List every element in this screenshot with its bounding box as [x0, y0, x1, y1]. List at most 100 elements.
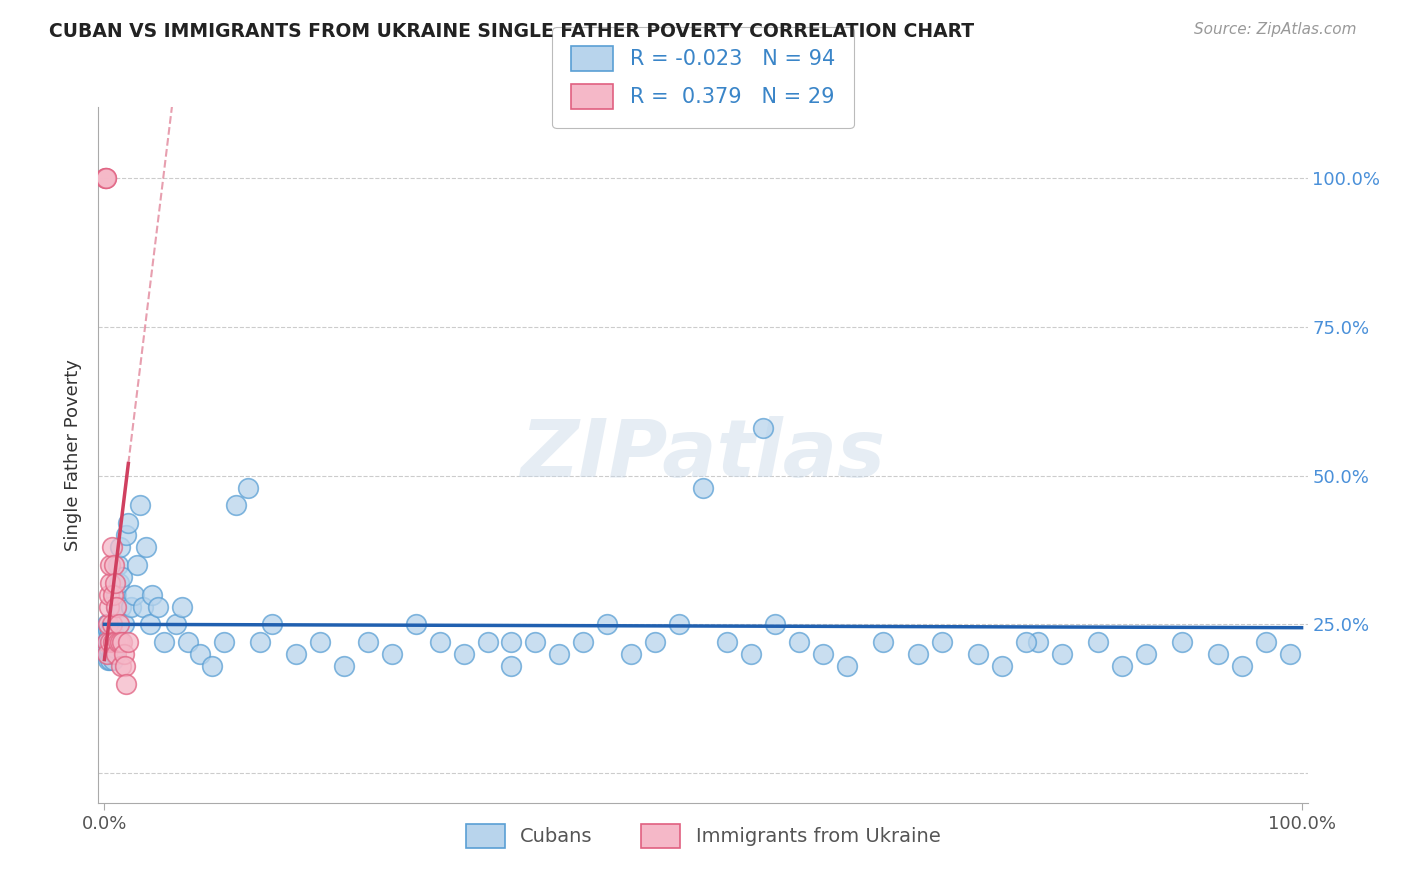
Cubans	[405, 617, 427, 632]
Cubans	[104, 629, 127, 643]
Cubans	[501, 635, 523, 649]
Cubans	[249, 635, 271, 649]
Cubans	[94, 641, 117, 656]
Cubans	[931, 635, 953, 649]
Cubans	[141, 588, 163, 602]
Cubans	[120, 599, 142, 614]
Cubans	[991, 659, 1014, 673]
Immigrants from Ukraine	[105, 599, 128, 614]
Immigrants from Ukraine	[100, 540, 122, 554]
Immigrants from Ukraine	[104, 575, 127, 590]
Cubans	[1254, 635, 1277, 649]
Cubans	[101, 641, 124, 656]
Legend: Cubans, Immigrants from Ukraine: Cubans, Immigrants from Ukraine	[458, 816, 948, 855]
Cubans	[139, 617, 162, 632]
Immigrants from Ukraine	[112, 647, 135, 661]
Immigrants from Ukraine	[111, 635, 134, 649]
Cubans	[107, 575, 129, 590]
Cubans	[716, 635, 738, 649]
Immigrants from Ukraine	[100, 617, 122, 632]
Y-axis label: Single Father Poverty: Single Father Poverty	[65, 359, 83, 551]
Immigrants from Ukraine	[107, 635, 129, 649]
Immigrants from Ukraine	[115, 677, 138, 691]
Cubans	[644, 635, 666, 649]
Immigrants from Ukraine	[110, 659, 132, 673]
Cubans	[188, 647, 211, 661]
Cubans	[548, 647, 571, 661]
Immigrants from Ukraine	[97, 617, 120, 632]
Immigrants from Ukraine	[117, 635, 139, 649]
Cubans	[1206, 647, 1229, 661]
Cubans	[108, 540, 131, 554]
Cubans	[668, 617, 690, 632]
Cubans	[212, 635, 235, 649]
Immigrants from Ukraine	[98, 588, 121, 602]
Cubans	[692, 481, 714, 495]
Immigrants from Ukraine	[108, 635, 131, 649]
Immigrants from Ukraine	[96, 647, 118, 661]
Cubans	[740, 647, 762, 661]
Cubans	[98, 629, 121, 643]
Cubans	[524, 635, 547, 649]
Cubans	[284, 647, 307, 661]
Cubans	[100, 629, 122, 643]
Cubans	[97, 653, 120, 667]
Cubans	[105, 599, 128, 614]
Cubans	[107, 558, 129, 572]
Cubans	[172, 599, 194, 614]
Cubans	[1026, 635, 1049, 649]
Cubans	[333, 659, 356, 673]
Cubans	[201, 659, 224, 673]
Cubans	[100, 647, 122, 661]
Cubans	[309, 635, 332, 649]
Cubans	[1278, 647, 1301, 661]
Cubans	[620, 647, 643, 661]
Cubans	[477, 635, 499, 649]
Immigrants from Ukraine	[105, 647, 128, 661]
Immigrants from Ukraine	[96, 635, 118, 649]
Cubans	[96, 647, 118, 661]
Immigrants from Ukraine	[100, 635, 122, 649]
Cubans	[1111, 659, 1133, 673]
Cubans	[787, 635, 810, 649]
Cubans	[153, 635, 176, 649]
Cubans	[100, 653, 122, 667]
Cubans	[763, 617, 786, 632]
Immigrants from Ukraine	[103, 558, 125, 572]
Cubans	[135, 540, 157, 554]
Cubans	[872, 635, 894, 649]
Cubans	[177, 635, 200, 649]
Cubans	[1171, 635, 1194, 649]
Cubans	[381, 647, 404, 661]
Cubans	[811, 647, 834, 661]
Immigrants from Ukraine	[94, 171, 117, 186]
Cubans	[501, 659, 523, 673]
Cubans	[100, 635, 122, 649]
Cubans	[98, 647, 121, 661]
Immigrants from Ukraine	[101, 635, 124, 649]
Cubans	[104, 641, 127, 656]
Cubans	[1230, 659, 1253, 673]
Cubans	[148, 599, 170, 614]
Cubans	[1015, 635, 1038, 649]
Cubans	[967, 647, 990, 661]
Cubans	[112, 617, 135, 632]
Cubans	[453, 647, 475, 661]
Immigrants from Ukraine	[98, 575, 121, 590]
Immigrants from Ukraine	[101, 588, 124, 602]
Immigrants from Ukraine	[104, 635, 127, 649]
Cubans	[132, 599, 155, 614]
Cubans	[97, 635, 120, 649]
Cubans	[907, 647, 929, 661]
Cubans	[596, 617, 619, 632]
Cubans	[1087, 635, 1109, 649]
Immigrants from Ukraine	[97, 599, 120, 614]
Cubans	[125, 558, 148, 572]
Cubans	[260, 617, 283, 632]
Cubans	[1050, 647, 1073, 661]
Text: CUBAN VS IMMIGRANTS FROM UKRAINE SINGLE FATHER POVERTY CORRELATION CHART: CUBAN VS IMMIGRANTS FROM UKRAINE SINGLE …	[49, 22, 974, 41]
Cubans	[225, 499, 247, 513]
Cubans	[96, 635, 118, 649]
Cubans	[110, 599, 132, 614]
Cubans	[111, 570, 134, 584]
